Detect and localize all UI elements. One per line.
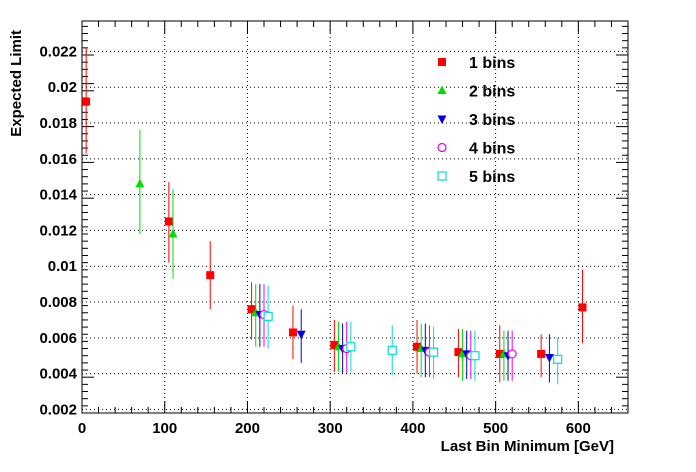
data-point xyxy=(507,349,517,359)
legend-entry: 3 bins xyxy=(437,112,515,129)
legend-marker xyxy=(437,171,447,181)
y-tick-label: 0.014 xyxy=(39,187,77,204)
data-point xyxy=(168,229,178,238)
data-point xyxy=(537,349,546,358)
series-1-bins xyxy=(82,47,587,383)
x-tick-label: 100 xyxy=(152,420,177,437)
data-layer xyxy=(82,47,587,385)
y-tick-label: 0.022 xyxy=(39,43,77,60)
x-tick-label: 600 xyxy=(566,420,591,437)
data-point xyxy=(263,311,273,321)
legend-marker xyxy=(437,115,447,124)
legend-label: 3 bins xyxy=(469,112,515,129)
x-tick-label: 200 xyxy=(235,420,260,437)
series-5-bins xyxy=(263,285,563,385)
data-point xyxy=(454,348,463,357)
legend-marker xyxy=(437,142,447,153)
data-point xyxy=(82,97,91,106)
x-tick-label: 400 xyxy=(400,420,425,437)
y-tick-label: 0.016 xyxy=(39,151,77,168)
data-point xyxy=(544,354,554,363)
legend-entry: 2 bins xyxy=(437,84,515,101)
legend-entry: 1 bins xyxy=(438,55,515,72)
y-tick-label: 0.006 xyxy=(39,330,77,347)
x-tick-label: 500 xyxy=(483,420,508,437)
data-point xyxy=(330,340,339,349)
data-point xyxy=(470,351,480,361)
grid-layer xyxy=(82,21,628,413)
data-point xyxy=(495,349,504,358)
y-axis-title: Expected Limit xyxy=(8,30,25,137)
data-point xyxy=(206,271,215,280)
legend-label: 2 bins xyxy=(469,84,515,101)
legend-marker xyxy=(437,85,447,94)
data-point xyxy=(135,178,145,188)
x-tick-label: 0 xyxy=(78,420,86,437)
x-axis-title: Last Bin Minimum [GeV] xyxy=(441,438,614,455)
y-tick-label: 0.008 xyxy=(39,294,77,311)
data-point xyxy=(296,330,306,340)
legend-label: 1 bins xyxy=(469,55,515,72)
axes-layer: 0 100 200 300 400 500 600 0.002 0.004 0.006 0.008 0… xyxy=(39,20,629,437)
legend-entry: 5 bins xyxy=(437,169,515,186)
legend-marker xyxy=(438,58,446,66)
data-point xyxy=(387,345,397,355)
y-tick-label: 0.02 xyxy=(48,79,77,96)
data-point xyxy=(346,342,356,352)
x-tick-label: 300 xyxy=(318,420,343,437)
y-tick-label: 0.01 xyxy=(48,258,77,275)
legend-label: 5 bins xyxy=(469,169,515,186)
y-tick-label: 0.018 xyxy=(39,115,77,132)
data-point xyxy=(428,347,439,357)
data-point xyxy=(247,305,256,314)
data-point xyxy=(413,342,422,351)
legend-entry: 4 bins xyxy=(437,141,515,158)
y-tick-label: 0.012 xyxy=(39,222,77,239)
plot-frame xyxy=(81,20,629,414)
data-point xyxy=(164,217,173,226)
data-point xyxy=(553,354,563,364)
y-tick-label: 0.002 xyxy=(39,401,77,418)
legend: 1 bins 2 bins 3 bins 4 bins 5 bins xyxy=(437,55,515,186)
legend-label: 4 bins xyxy=(469,141,515,158)
data-point xyxy=(578,303,587,312)
y-tick-label: 0.004 xyxy=(39,366,77,383)
data-point xyxy=(288,328,297,337)
